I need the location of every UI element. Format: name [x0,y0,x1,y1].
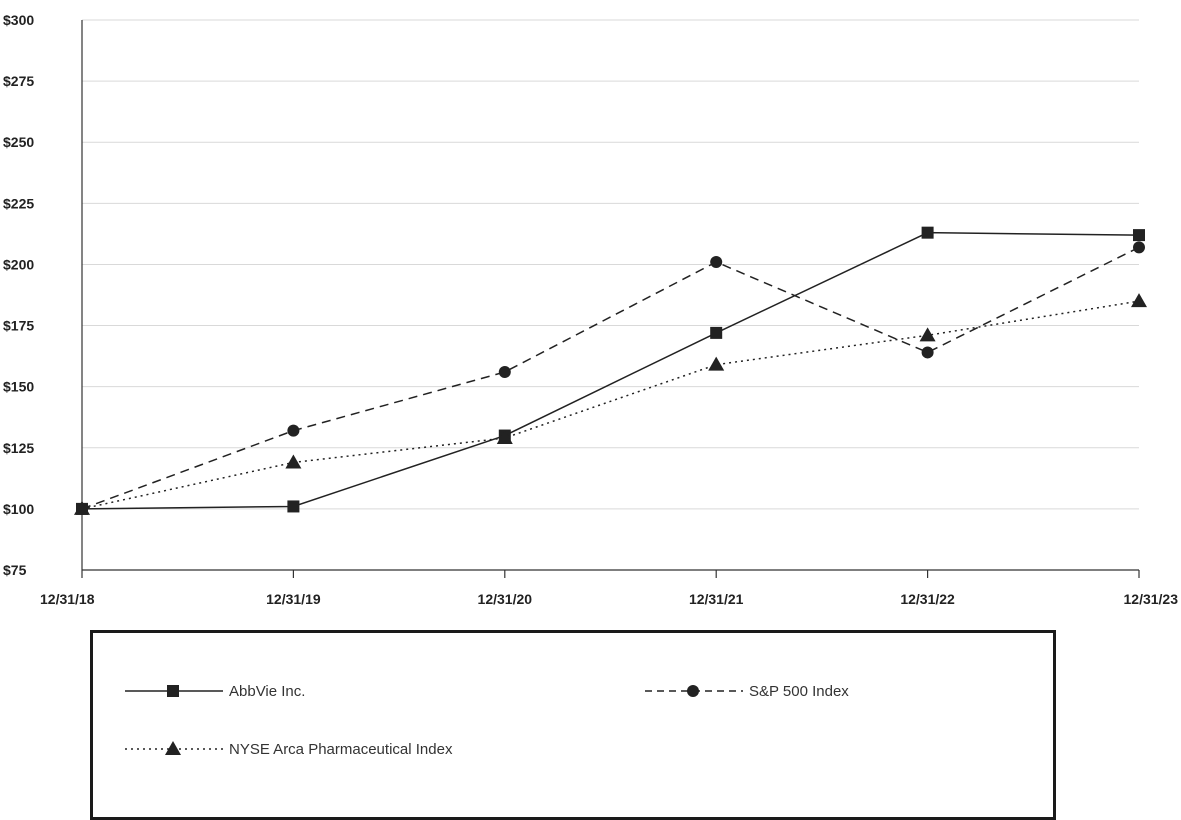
x-tick-label: 12/31/22 [900,591,955,607]
x-tick-label: 12/31/23 [1124,591,1179,607]
legend-item-sp500: S&P 500 Index [643,679,849,703]
data-point [496,430,513,444]
data-point [287,500,300,513]
legend-item-nyse-arca: NYSE Arca Pharmaceutical Index [123,737,452,761]
data-point [710,326,723,339]
x-tick-label: 12/31/20 [478,591,533,607]
axes [81,20,1140,578]
y-tick-label: $225 [3,195,34,211]
series-line [81,231,1140,510]
y-tick-label: $75 [3,562,27,578]
legend-label-sp500: S&P 500 Index [749,682,849,700]
y-tick-label: $125 [3,440,34,456]
data-point [919,327,936,342]
data-point [921,226,934,239]
series-0 [76,226,1145,515]
data-point [921,346,934,359]
y-tick-label: $175 [3,318,34,334]
x-tick-label: 12/31/21 [689,591,744,607]
legend-swatch-sp500 [645,685,743,697]
circle-marker-icon [687,685,699,697]
y-tick-label: $100 [3,501,34,517]
y-tick-label: $275 [3,73,34,89]
y-tick-label: $250 [3,134,34,150]
square-marker-icon [167,685,179,697]
data-point [498,366,511,378]
series-line [81,300,1140,510]
x-tick-label: 12/31/19 [266,591,321,607]
series-line [81,246,1140,510]
chart: $75$100$125$150$175$200$225$250$275$300 … [3,12,1178,607]
series-2 [74,293,1147,515]
legend-swatch-nyse-arca [125,741,223,755]
legend-swatch-abbvie [125,685,223,697]
legend-label-abbvie: AbbVie Inc. [229,682,306,700]
data-point [287,424,300,437]
legend: AbbVie Inc. S&P 500 Index NYSE Arca Phar… [90,630,1056,820]
x-tick-label: 12/31/18 [40,591,95,607]
y-tick-label: $300 [3,12,34,28]
legend-item-abbvie: AbbVie Inc. [123,679,305,703]
data-point [710,256,723,268]
y-tick-label: $200 [3,256,34,272]
series [74,226,1147,515]
data-point [1133,229,1145,242]
data-point [708,356,725,371]
data-point [1133,241,1145,254]
data-point [1131,293,1147,308]
data-point [74,500,90,515]
triangle-marker-icon [165,741,181,755]
series-1 [76,241,1145,515]
x-tick-labels: 12/31/18 12/31/19 12/31/20 12/31/21 12/31/22… [40,591,1178,607]
legend-label-nyse-arca: NYSE Arca Pharmaceutical Index [229,740,453,758]
data-point [285,454,302,469]
grid-lines [82,19,1139,510]
y-tick-labels: $75 $100 $125 $150 $175 $200 $225 $250 $275 $300 [3,12,34,578]
y-tick-label: $150 [3,379,34,395]
